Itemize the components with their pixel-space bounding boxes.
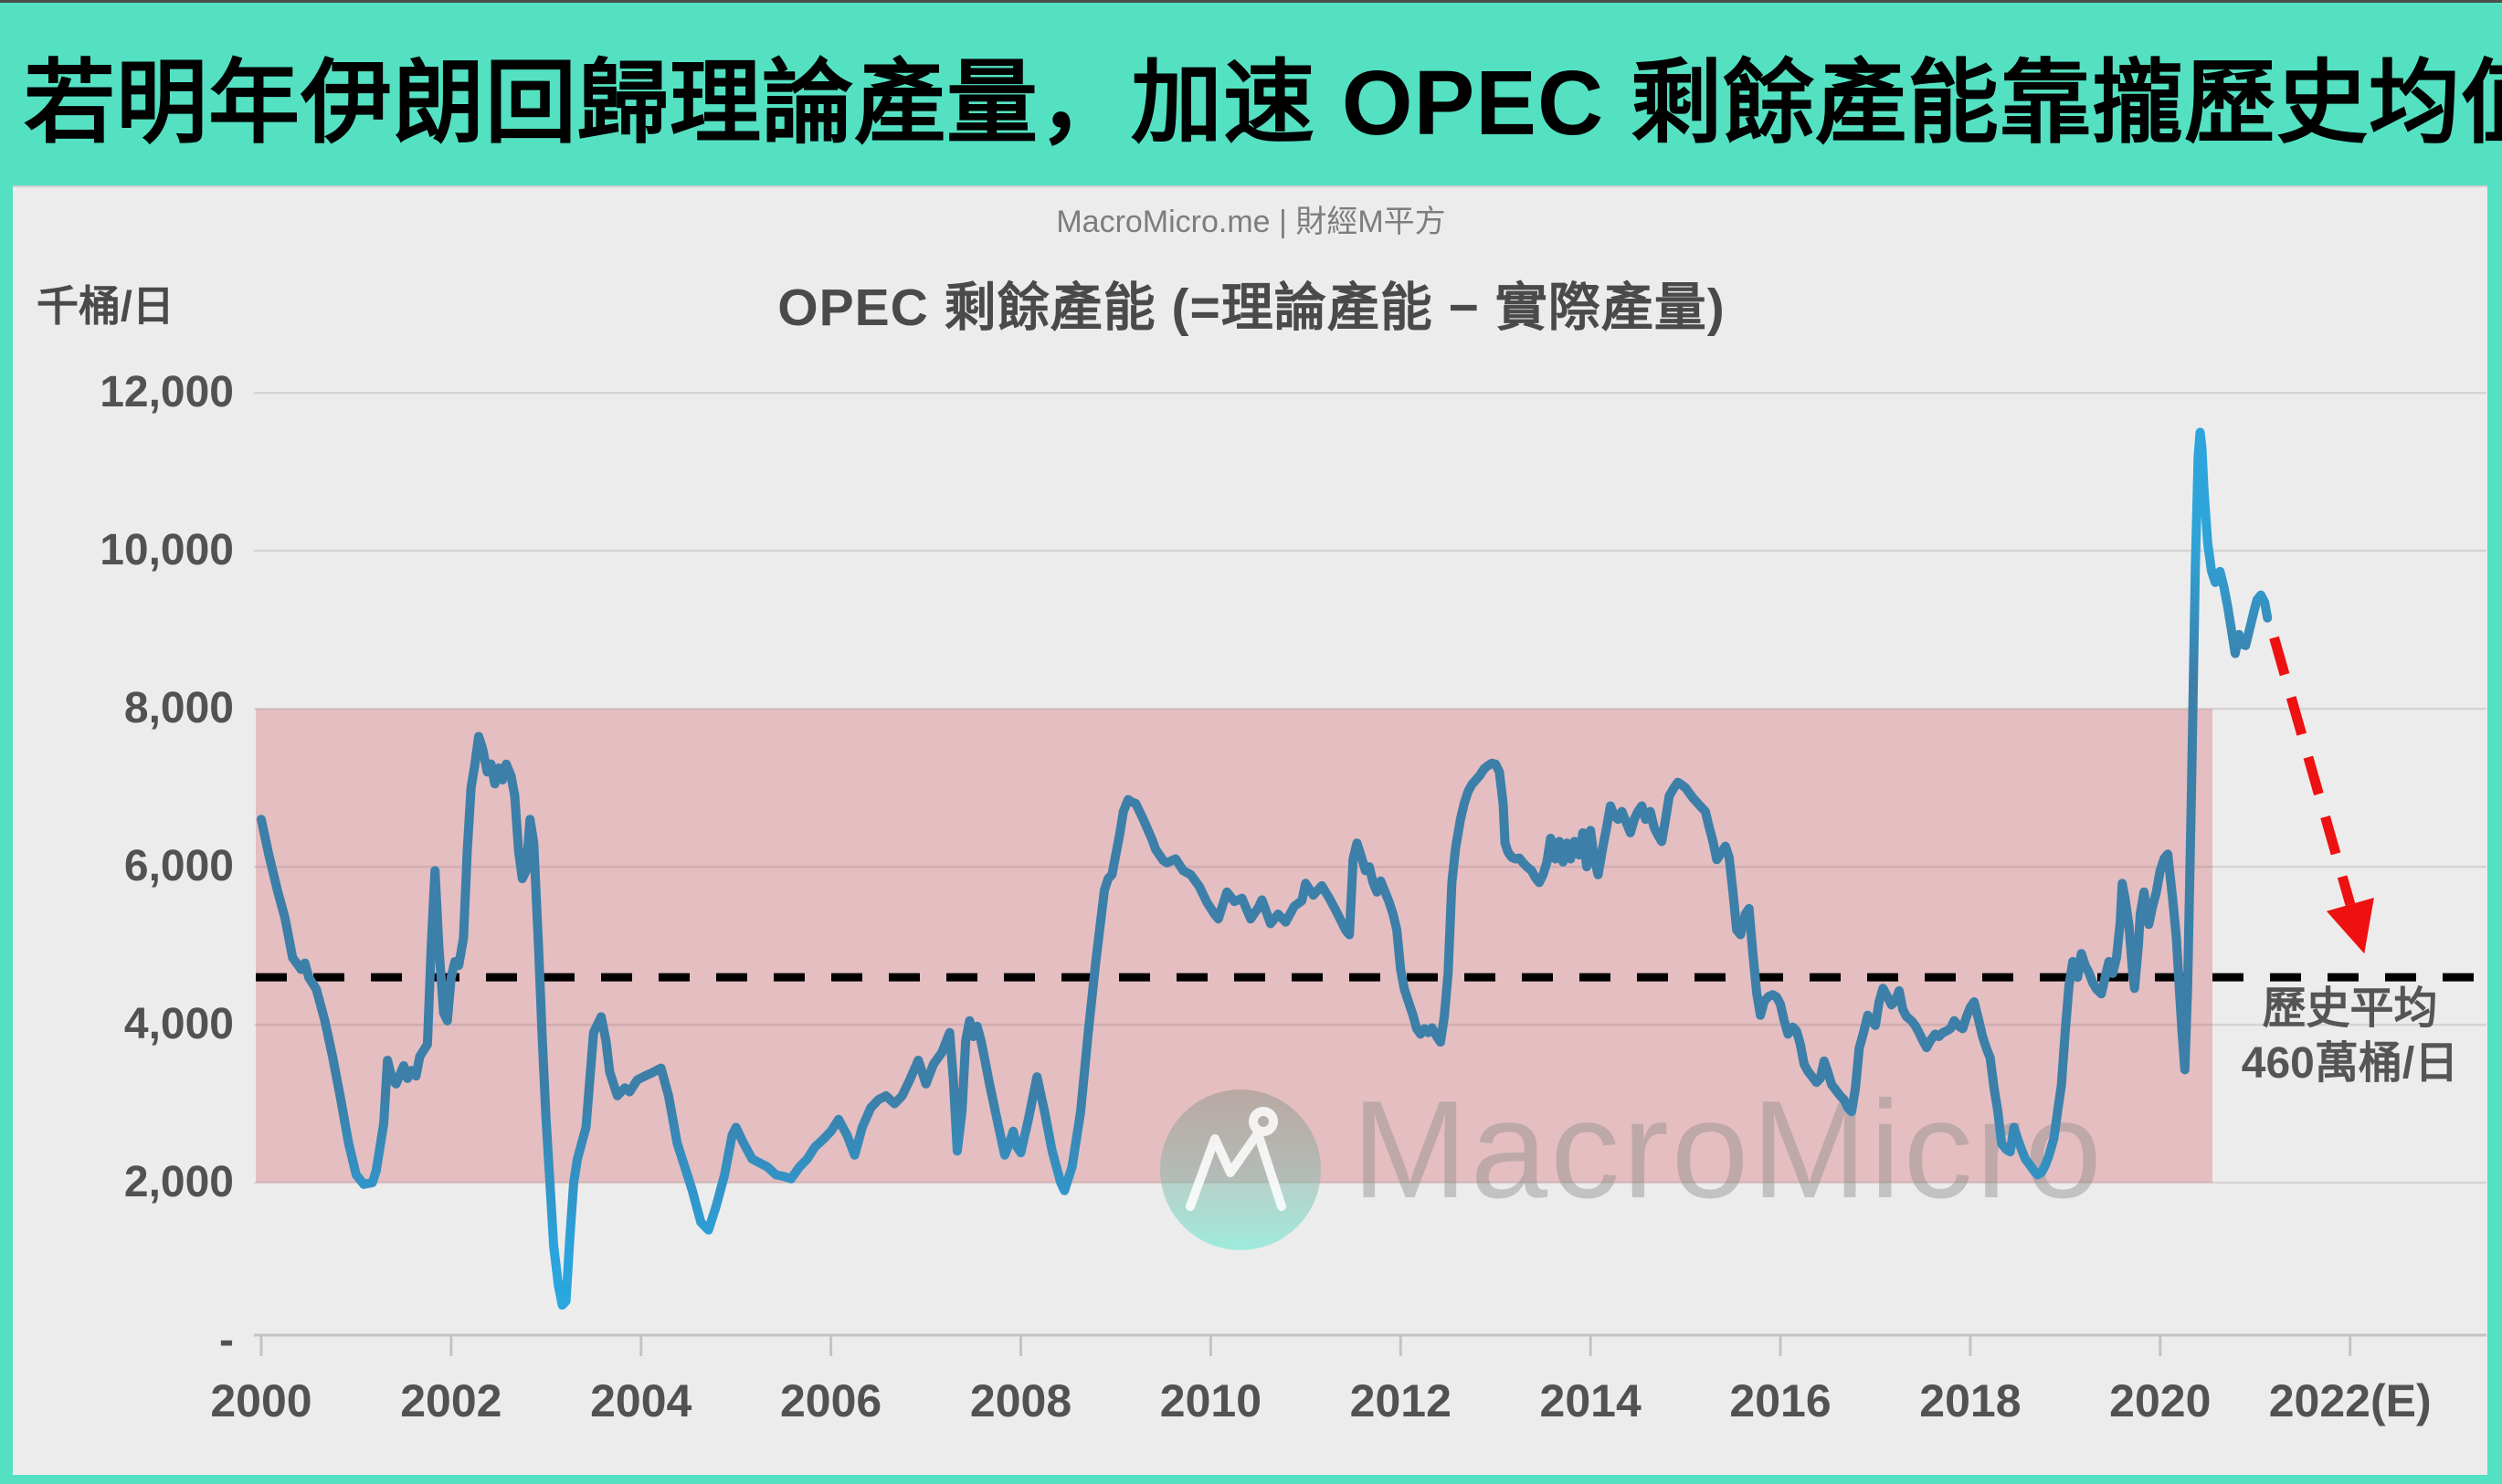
forecast-arrow (2269, 636, 2374, 954)
x-tick-label: 2004 (590, 1375, 692, 1426)
y-tick-label: 12,000 (100, 368, 234, 417)
x-tick-label: 2020 (2109, 1375, 2212, 1426)
forecast-arrowhead-icon (2326, 897, 2374, 954)
x-tick-label: 2010 (1159, 1375, 1262, 1426)
banner: 若明年伊朗回歸理論產量，加速 OPEC 剩餘產能靠攏歷史均值 (0, 3, 2502, 185)
banner-title: 若明年伊朗回歸理論產量，加速 OPEC 剩餘產能靠攏歷史均值 (24, 51, 2502, 154)
forecast-arrow-line (2269, 636, 2356, 906)
y-tick-label: 8,000 (123, 684, 234, 733)
watermark: MacroMicro (1160, 1072, 2105, 1250)
average-annotation: 歷史平均 460萬桶/日 (2211, 982, 2489, 1091)
spare-capacity-line (257, 427, 2273, 1310)
x-tick-label: 2022(E) (2268, 1375, 2432, 1426)
x-tick-label: 2012 (1349, 1375, 1452, 1426)
x-tick-label: 2000 (210, 1375, 312, 1426)
watermark-text: MacroMicro (1352, 1072, 2105, 1227)
x-tick-label: 2016 (1729, 1375, 1832, 1426)
y-tick-label: 4,000 (123, 1000, 234, 1049)
watermark-logo-circle (1160, 1089, 1321, 1250)
y-tick-label: 6,000 (123, 842, 234, 891)
x-tick-label: 2008 (969, 1375, 1072, 1426)
annotation-line-1: 歷史平均 (2262, 984, 2438, 1033)
plot-svg: MacroMicro (254, 391, 2486, 1356)
annotation-line-2: 460萬桶/日 (2241, 1039, 2459, 1088)
x-tick-label: 2006 (780, 1375, 882, 1426)
source-line: MacroMicro.me | 財經M平方 (1056, 205, 1446, 239)
y-tick-label: - (219, 1316, 234, 1364)
x-tick-label: 2002 (400, 1375, 502, 1426)
x-tick-label: 2018 (1919, 1375, 2022, 1426)
y-tick-label: 10,000 (100, 526, 234, 575)
chart-title: OPEC 剩餘產能 (=理論產能 − 實際產量) (777, 279, 1726, 337)
macromicro-logo-icon (1186, 1107, 1286, 1211)
y-tick-label: 2,000 (123, 1158, 234, 1207)
x-tick-label: 2014 (1539, 1375, 1642, 1426)
y-axis-unit-label: 千桶/日 (37, 282, 174, 330)
